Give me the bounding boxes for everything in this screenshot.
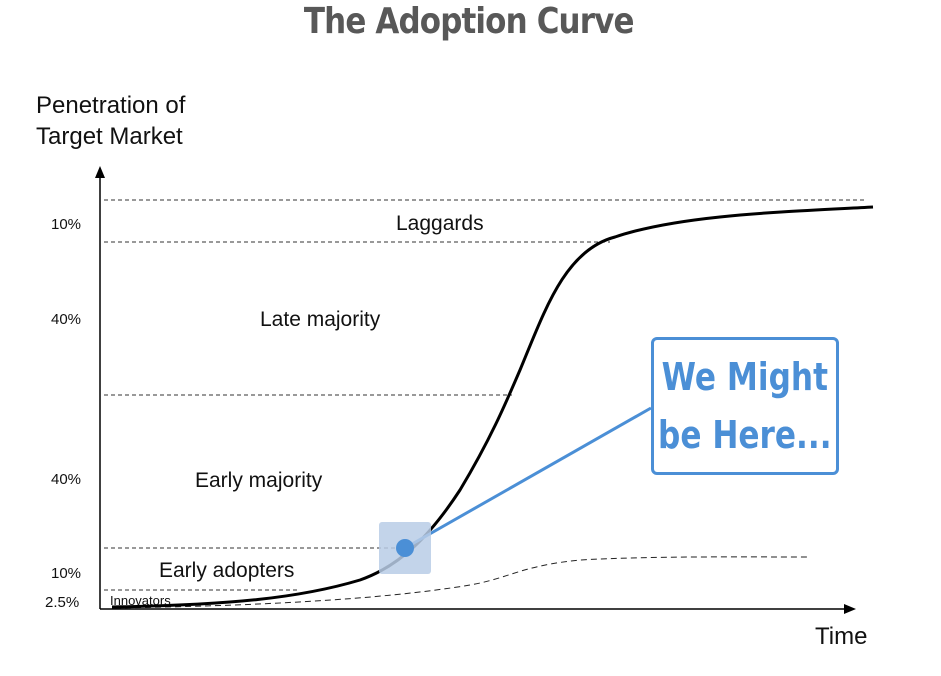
segment-label-innovators: Innovators [110, 593, 171, 608]
diagram-title: The Adoption Curve [303, 1, 635, 42]
percent-label-late-majority: 40% [51, 311, 81, 328]
y-axis-label-line1: Penetration of [36, 92, 186, 119]
adoption-s-curve [111, 205, 874, 609]
percent-label-laggards: 10% [51, 216, 81, 233]
segment-label-late-majority: Late majority [260, 308, 381, 331]
y-axis-arrowhead [95, 166, 105, 178]
callout-text-line2: be Here... [658, 413, 832, 457]
callout-text-line1: We Might [661, 355, 829, 399]
percent-label-innovators: 2.5% [45, 594, 79, 611]
segment-label-early-majority: Early majority [195, 469, 323, 492]
segment-label-early-adopters: Early adopters [159, 559, 294, 582]
secondary-dashed-curve [114, 556, 809, 609]
callout-text: We Might be Here... [658, 348, 832, 464]
x-axis-label: Time [815, 623, 867, 650]
current-position-marker [396, 539, 414, 557]
x-axis-arrowhead [844, 604, 856, 614]
y-axis-label: Penetration of Target Market [36, 90, 185, 152]
percent-label-early-majority: 40% [51, 471, 81, 488]
segment-label-laggards: Laggards [396, 212, 484, 235]
y-axis-label-line2: Target Market [36, 123, 183, 150]
callout-pointer-line [404, 406, 652, 550]
we-might-be-here-callout: We Might be Here... [651, 337, 839, 475]
percent-label-early-adopters: 10% [51, 565, 81, 582]
